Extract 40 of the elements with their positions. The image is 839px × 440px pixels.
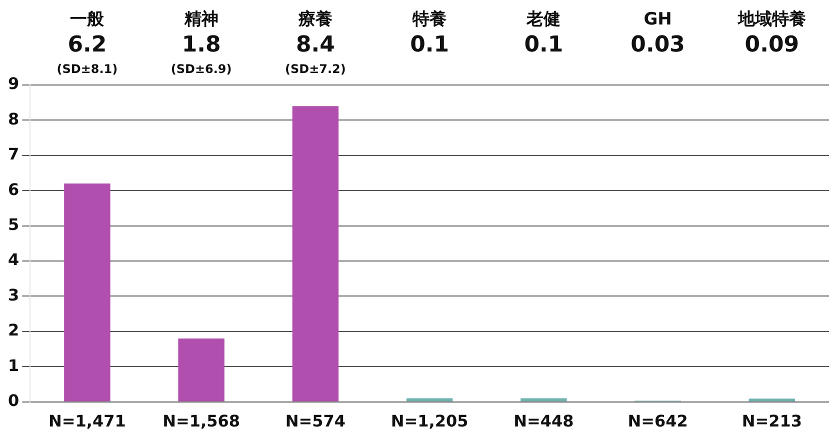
bar: [406, 398, 453, 402]
y-tick-label: 8: [8, 109, 20, 128]
text: (SD±7.2): [284, 62, 346, 76]
data-label: 0.03: [630, 32, 685, 58]
bar: [178, 338, 224, 402]
data-label: 8.4: [296, 32, 335, 58]
text: 特養: [412, 9, 447, 30]
y-tick-label: 1: [8, 356, 20, 375]
x-tick-label: N=574: [285, 412, 346, 431]
data-label: 0.09: [744, 32, 800, 58]
y-tick-label: 6: [8, 180, 20, 199]
x-tick-label: N=213: [742, 412, 802, 431]
y-tick-label: 7: [8, 144, 20, 164]
text: 療養: [297, 9, 332, 30]
text: (SD±6.9): [170, 62, 232, 76]
bar: [520, 398, 567, 402]
y-tick-label: 5: [8, 214, 20, 234]
text: 一般: [70, 9, 106, 30]
bar: [292, 106, 339, 402]
y-tick-label: 3: [8, 285, 20, 304]
data-label: 0.1: [410, 32, 450, 58]
text: 老健: [526, 9, 561, 30]
y-tick-label: 9: [8, 74, 20, 94]
text: GH: [644, 9, 672, 30]
data-label: 1.8: [182, 32, 221, 58]
x-tick-label: N=448: [514, 412, 574, 431]
y-tick-label: 2: [8, 320, 20, 340]
x-tick-label: N=642: [628, 412, 688, 431]
y-tick-label: 0: [8, 390, 20, 410]
text: (SD±8.1): [56, 62, 118, 76]
text: 精神: [183, 9, 218, 30]
data-label: 6.2: [68, 32, 107, 58]
bar: [64, 184, 110, 402]
x-tick-label: N=1,205: [390, 412, 468, 431]
data-label: 0.1: [524, 32, 564, 58]
y-tick-label: 4: [8, 250, 20, 270]
x-tick-label: N=1,471: [48, 412, 126, 431]
bar: [748, 398, 796, 402]
text: 地域特養: [736, 9, 806, 30]
x-tick-label: N=1,568: [162, 412, 240, 431]
